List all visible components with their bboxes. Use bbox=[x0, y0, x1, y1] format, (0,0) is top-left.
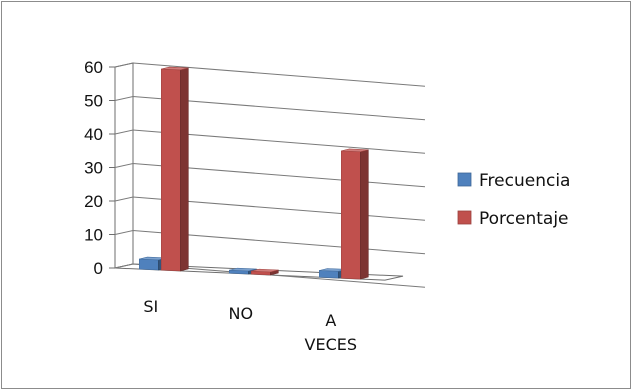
legend-swatch bbox=[457, 172, 472, 187]
bar-porcentaje-no bbox=[251, 268, 279, 276]
gridline bbox=[114, 95, 426, 121]
bar-frecuencia-no bbox=[229, 267, 257, 275]
gridline bbox=[114, 62, 426, 87]
bar-porcentaje-a-veces bbox=[340, 148, 369, 280]
bar-front bbox=[161, 68, 181, 272]
legend-swatch bbox=[457, 210, 472, 225]
gridline bbox=[114, 129, 426, 154]
y-tick-label: 50 bbox=[84, 92, 103, 111]
bar-top bbox=[251, 268, 279, 273]
legend-label: Porcentaje bbox=[479, 209, 569, 229]
y-axis-ticks: 0 10 20 30 40 50 60 bbox=[84, 58, 115, 278]
y-tick-label: 40 bbox=[84, 125, 103, 144]
chart-gridlines bbox=[114, 62, 426, 288]
x-axis-labels: SI NO A VECES bbox=[143, 297, 357, 354]
bar-side bbox=[180, 67, 189, 272]
y-tick-label: 20 bbox=[84, 192, 103, 211]
bar-top bbox=[161, 66, 189, 71]
x-category-label: A VECES bbox=[305, 311, 358, 354]
bar-front bbox=[318, 270, 339, 279]
bar-front bbox=[340, 150, 361, 280]
gridline bbox=[114, 196, 426, 221]
chart-legend: Frecuencia Porcentaje bbox=[457, 171, 570, 229]
gridline bbox=[114, 229, 426, 255]
bar-top bbox=[229, 267, 257, 272]
y-tick-label: 0 bbox=[94, 259, 103, 278]
bar-porcentaje-si bbox=[161, 66, 189, 272]
y-tick-label: 60 bbox=[84, 58, 103, 77]
y-tick-label: 10 bbox=[84, 226, 103, 245]
y-tick-label: 30 bbox=[84, 159, 103, 178]
bar-side bbox=[359, 149, 369, 280]
gridline bbox=[114, 162, 426, 188]
bar-frecuencia-a-veces bbox=[318, 268, 347, 279]
legend-item: Frecuencia bbox=[457, 171, 570, 191]
legend-label: Frecuencia bbox=[479, 171, 570, 191]
chart-bars bbox=[139, 66, 369, 280]
x-category-label: SI bbox=[143, 297, 158, 316]
gridline bbox=[114, 263, 426, 288]
legend-item: Porcentaje bbox=[457, 209, 569, 229]
x-category-label: NO bbox=[229, 304, 254, 323]
bar-front bbox=[139, 258, 159, 271]
bar-top bbox=[341, 148, 369, 153]
